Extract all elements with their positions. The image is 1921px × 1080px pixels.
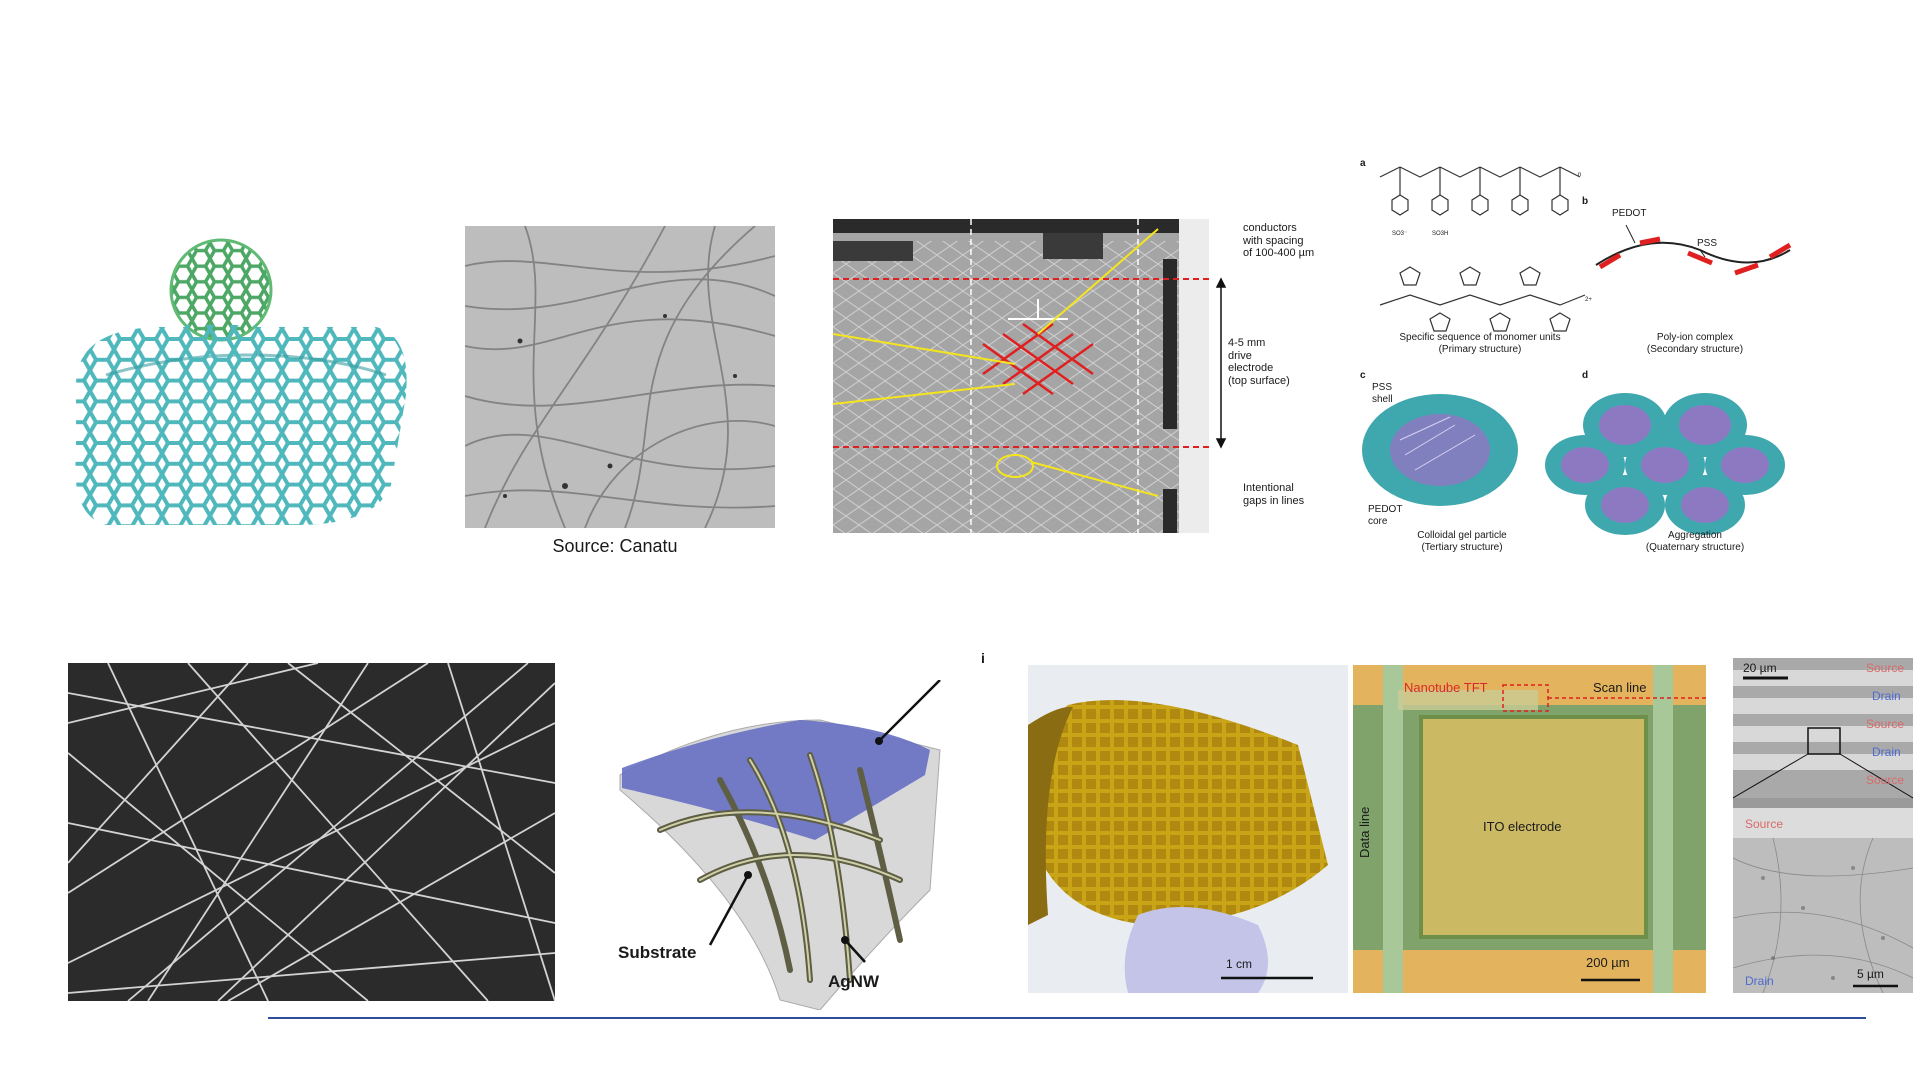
mesh-electrode-photo	[833, 219, 1209, 533]
pedot-pss-figure	[1360, 155, 1800, 565]
nanowire-network	[68, 663, 555, 1001]
stray-mark: i	[981, 650, 985, 666]
scale-20um: 20 µm	[1743, 661, 1777, 675]
drive-electrode-label: 4-5 mm drive electrode (top surface)	[1228, 337, 1290, 387]
flexible-tft-photo	[1028, 665, 1348, 993]
scale-1cm: 1 cm	[1226, 957, 1253, 971]
scale-200um: 200 µm	[1586, 955, 1630, 970]
intentional-gaps-label: Intentional gaps in lines	[1243, 482, 1305, 507]
source-label-1: Source	[1866, 661, 1905, 675]
panel-b-letter: b	[1582, 196, 1589, 207]
cnt-tem-micrograph	[465, 226, 775, 528]
primary-structure-caption: Specific sequence of monomer units (Prim…	[1399, 332, 1561, 355]
footer-divider	[268, 1017, 1866, 1019]
pss-shell-label: PSS shell	[1372, 382, 1393, 405]
so3h-label: SO3H	[1432, 231, 1449, 237]
ito-electrode-label: ITO electrode	[1483, 819, 1562, 834]
source-label-2: Source	[1866, 717, 1905, 731]
tertiary-structure-caption: Colloidal gel particle (Tertiary structu…	[1417, 530, 1507, 553]
pedot-structures	[1362, 166, 1792, 535]
sem-strips	[1733, 658, 1913, 993]
image-source-caption: Source: Canatu	[552, 536, 678, 556]
mesh-illustration	[833, 219, 1209, 533]
scan-line-label: Scan line	[1593, 680, 1647, 695]
pedot-core-label: PEDOT core	[1368, 504, 1403, 527]
panel-c-letter: c	[1360, 370, 1366, 381]
panel-d-letter: d	[1582, 370, 1589, 381]
nanotube-illustration	[75, 238, 407, 525]
agnw-sem-micrograph	[68, 663, 555, 1001]
conductors-spacing-label: conductors with spacing of 100-400 µm	[1243, 222, 1315, 260]
mesh-annotation-lines	[832, 228, 1227, 497]
substrate-label: Substrate	[618, 943, 697, 962]
agnw-substrate-schematic	[600, 680, 960, 1010]
nanotube-tft-label: Nanotube TFT	[1404, 680, 1488, 695]
flexible-array-drawing	[1028, 700, 1328, 993]
drain-label-1: Drain	[1872, 689, 1901, 703]
drain-label-3: Drain	[1745, 974, 1774, 988]
pixel-layout	[1353, 665, 1706, 993]
carbon-nanotube-image	[66, 235, 416, 535]
so3-minus-label: SO3⁻	[1392, 231, 1408, 237]
source-label-3: Source	[1866, 773, 1905, 787]
two-plus-label: 2+	[1585, 297, 1592, 303]
source-label-4: Source	[1745, 817, 1784, 831]
quaternary-structure-caption: Aggregation (Quaternary structure)	[1645, 530, 1745, 553]
n-subscript: n	[1578, 172, 1582, 178]
agnw-layers	[619, 680, 941, 1010]
scale-5um: 5 µm	[1857, 967, 1884, 981]
drain-label-2: Drain	[1872, 745, 1901, 759]
pedot-label: PEDOT	[1612, 208, 1647, 219]
tem-fibers	[465, 226, 775, 528]
tft-pixel-micrograph	[1353, 665, 1706, 993]
data-line-label: Data line	[1357, 806, 1372, 858]
secondary-structure-caption: Poly-ion complex (Secondary structure)	[1646, 332, 1744, 355]
pss-label: PSS	[1697, 238, 1718, 249]
source-drain-sem	[1733, 658, 1913, 993]
panel-a-letter: a	[1360, 158, 1366, 169]
agnw-label: AgNW	[828, 972, 879, 991]
